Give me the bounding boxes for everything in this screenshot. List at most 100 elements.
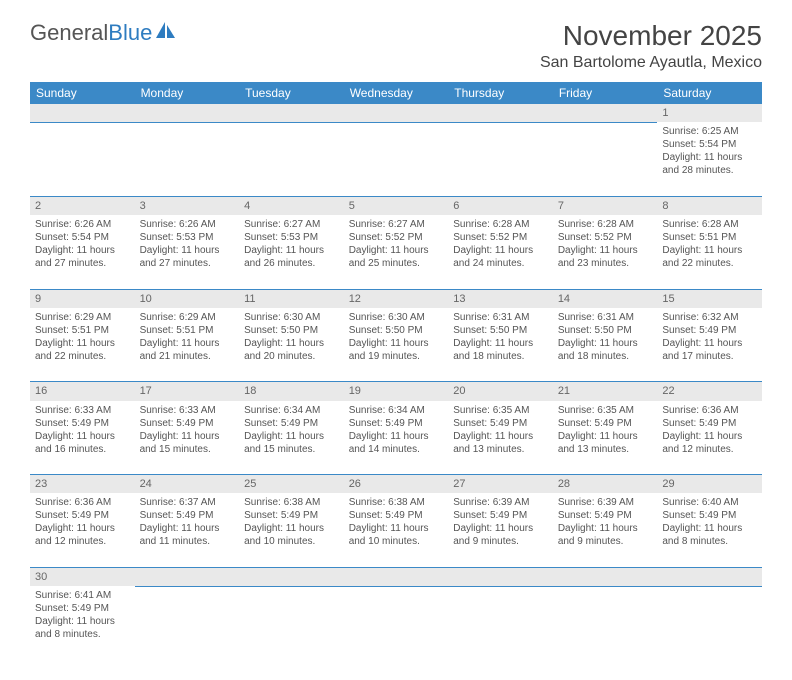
sunset-text: Sunset: 5:52 PM — [349, 231, 444, 244]
sunset-text: Sunset: 5:50 PM — [349, 324, 444, 337]
sunset-text: Sunset: 5:49 PM — [662, 324, 757, 337]
sunrise-text: Sunrise: 6:25 AM — [662, 125, 757, 138]
sunrise-text: Sunrise: 6:34 AM — [244, 404, 339, 417]
daylight-text-1: Daylight: 11 hours — [244, 244, 339, 257]
daylight-text-2: and 22 minutes. — [35, 350, 130, 363]
day-number-cell: 2 — [30, 196, 135, 215]
daylight-text-1: Daylight: 11 hours — [662, 244, 757, 257]
daylight-text-2: and 12 minutes. — [35, 535, 130, 548]
day-number-cell — [448, 567, 553, 586]
sunrise-text: Sunrise: 6:36 AM — [662, 404, 757, 417]
sunrise-text: Sunrise: 6:38 AM — [349, 496, 444, 509]
weekday-header: Saturday — [657, 82, 762, 104]
sunset-text: Sunset: 5:52 PM — [558, 231, 653, 244]
daylight-text-2: and 9 minutes. — [558, 535, 653, 548]
daylight-text-2: and 26 minutes. — [244, 257, 339, 270]
day-number-cell: 6 — [448, 196, 553, 215]
daylight-text-1: Daylight: 11 hours — [35, 337, 130, 350]
day-detail-cell: Sunrise: 6:41 AMSunset: 5:49 PMDaylight:… — [30, 586, 135, 660]
day-number-cell — [553, 104, 658, 122]
daylight-text-1: Daylight: 11 hours — [140, 430, 235, 443]
daylight-text-2: and 18 minutes. — [453, 350, 548, 363]
sunrise-text: Sunrise: 6:28 AM — [558, 218, 653, 231]
day-detail-cell — [553, 122, 658, 196]
daylight-text-2: and 27 minutes. — [35, 257, 130, 270]
day-number-cell: 4 — [239, 196, 344, 215]
daylight-text-2: and 17 minutes. — [662, 350, 757, 363]
sunset-text: Sunset: 5:49 PM — [35, 602, 130, 615]
day-detail-cell — [553, 586, 658, 660]
day-detail-cell: Sunrise: 6:25 AMSunset: 5:54 PMDaylight:… — [657, 122, 762, 196]
day-detail-cell: Sunrise: 6:34 AMSunset: 5:49 PMDaylight:… — [239, 401, 344, 475]
sunrise-text: Sunrise: 6:29 AM — [140, 311, 235, 324]
day-number-row: 9101112131415 — [30, 289, 762, 308]
day-detail-cell — [344, 122, 449, 196]
day-number-cell: 15 — [657, 289, 762, 308]
daylight-text-1: Daylight: 11 hours — [35, 615, 130, 628]
day-detail-cell: Sunrise: 6:31 AMSunset: 5:50 PMDaylight:… — [553, 308, 658, 382]
sunset-text: Sunset: 5:49 PM — [140, 417, 235, 430]
day-detail-cell: Sunrise: 6:34 AMSunset: 5:49 PMDaylight:… — [344, 401, 449, 475]
daylight-text-2: and 10 minutes. — [349, 535, 444, 548]
day-number-cell: 18 — [239, 382, 344, 401]
sunset-text: Sunset: 5:49 PM — [244, 509, 339, 522]
day-detail-cell — [448, 122, 553, 196]
day-detail-cell — [448, 586, 553, 660]
day-detail-cell — [344, 586, 449, 660]
day-detail-cell: Sunrise: 6:29 AMSunset: 5:51 PMDaylight:… — [30, 308, 135, 382]
sunrise-text: Sunrise: 6:26 AM — [35, 218, 130, 231]
sunrise-text: Sunrise: 6:41 AM — [35, 589, 130, 602]
day-number-cell: 10 — [135, 289, 240, 308]
sunrise-text: Sunrise: 6:28 AM — [453, 218, 548, 231]
weekday-header: Friday — [553, 82, 658, 104]
day-number-cell: 24 — [135, 475, 240, 494]
daylight-text-2: and 21 minutes. — [140, 350, 235, 363]
day-number-cell: 30 — [30, 567, 135, 586]
daylight-text-2: and 23 minutes. — [558, 257, 653, 270]
day-number-cell — [239, 104, 344, 122]
sunset-text: Sunset: 5:49 PM — [349, 417, 444, 430]
sunset-text: Sunset: 5:53 PM — [140, 231, 235, 244]
weekday-header: Sunday — [30, 82, 135, 104]
day-number-cell: 27 — [448, 475, 553, 494]
daylight-text-1: Daylight: 11 hours — [244, 430, 339, 443]
day-number-row: 30 — [30, 567, 762, 586]
sunrise-text: Sunrise: 6:34 AM — [349, 404, 444, 417]
sunset-text: Sunset: 5:49 PM — [453, 509, 548, 522]
day-number-cell: 21 — [553, 382, 658, 401]
sunrise-text: Sunrise: 6:36 AM — [35, 496, 130, 509]
sunrise-text: Sunrise: 6:27 AM — [349, 218, 444, 231]
day-detail-cell: Sunrise: 6:28 AMSunset: 5:51 PMDaylight:… — [657, 215, 762, 289]
day-number-cell: 20 — [448, 382, 553, 401]
sunset-text: Sunset: 5:49 PM — [453, 417, 548, 430]
day-number-cell: 26 — [344, 475, 449, 494]
day-detail-cell: Sunrise: 6:28 AMSunset: 5:52 PMDaylight:… — [553, 215, 658, 289]
day-detail-cell: Sunrise: 6:33 AMSunset: 5:49 PMDaylight:… — [30, 401, 135, 475]
daylight-text-2: and 9 minutes. — [453, 535, 548, 548]
daylight-text-1: Daylight: 11 hours — [558, 337, 653, 350]
sunset-text: Sunset: 5:49 PM — [662, 417, 757, 430]
sunset-text: Sunset: 5:49 PM — [35, 417, 130, 430]
day-detail-row: Sunrise: 6:41 AMSunset: 5:49 PMDaylight:… — [30, 586, 762, 660]
daylight-text-2: and 14 minutes. — [349, 443, 444, 456]
daylight-text-2: and 28 minutes. — [662, 164, 757, 177]
day-detail-cell: Sunrise: 6:27 AMSunset: 5:53 PMDaylight:… — [239, 215, 344, 289]
day-detail-cell — [239, 586, 344, 660]
sunset-text: Sunset: 5:49 PM — [558, 509, 653, 522]
day-number-cell: 3 — [135, 196, 240, 215]
daylight-text-1: Daylight: 11 hours — [558, 244, 653, 257]
daylight-text-1: Daylight: 11 hours — [35, 522, 130, 535]
day-number-row: 16171819202122 — [30, 382, 762, 401]
daylight-text-2: and 20 minutes. — [244, 350, 339, 363]
day-detail-cell: Sunrise: 6:26 AMSunset: 5:53 PMDaylight:… — [135, 215, 240, 289]
sunrise-text: Sunrise: 6:38 AM — [244, 496, 339, 509]
sunrise-text: Sunrise: 6:32 AM — [662, 311, 757, 324]
day-number-cell: 12 — [344, 289, 449, 308]
daylight-text-1: Daylight: 11 hours — [244, 522, 339, 535]
day-number-cell — [344, 567, 449, 586]
daylight-text-1: Daylight: 11 hours — [558, 430, 653, 443]
daylight-text-2: and 24 minutes. — [453, 257, 548, 270]
sunset-text: Sunset: 5:49 PM — [558, 417, 653, 430]
day-detail-cell: Sunrise: 6:39 AMSunset: 5:49 PMDaylight:… — [448, 493, 553, 567]
day-detail-cell — [239, 122, 344, 196]
